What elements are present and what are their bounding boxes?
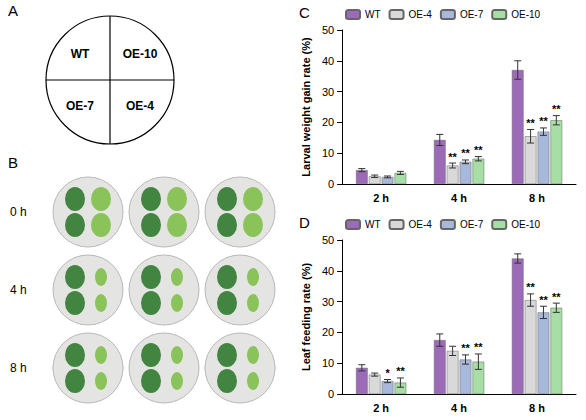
- svg-text:0: 0: [328, 388, 334, 400]
- svg-text:C: C: [299, 4, 310, 21]
- svg-text:8 h: 8 h: [529, 192, 545, 204]
- svg-text:OE-4: OE-4: [126, 99, 154, 113]
- svg-text:50: 50: [322, 24, 334, 36]
- svg-text:OE-7: OE-7: [460, 219, 484, 230]
- svg-text:A: A: [8, 2, 18, 19]
- svg-text:**: **: [526, 117, 535, 129]
- svg-text:**: **: [552, 103, 561, 115]
- svg-text:OE-7: OE-7: [460, 9, 484, 20]
- svg-text:40: 40: [322, 265, 334, 277]
- svg-text:8 h: 8 h: [529, 402, 545, 414]
- svg-text:Larval weight gain rate (%): Larval weight gain rate (%): [300, 37, 312, 177]
- svg-text:OE-10: OE-10: [511, 219, 540, 230]
- svg-text:*: *: [385, 367, 390, 379]
- svg-text:40: 40: [322, 55, 334, 67]
- svg-text:B: B: [8, 154, 18, 171]
- svg-text:30: 30: [322, 296, 334, 308]
- svg-text:10: 10: [322, 357, 334, 369]
- svg-text:**: **: [461, 147, 470, 159]
- svg-text:**: **: [526, 281, 535, 293]
- svg-text:**: **: [539, 294, 548, 306]
- svg-text:2 h: 2 h: [373, 402, 389, 414]
- svg-text:**: **: [539, 115, 548, 127]
- svg-text:**: **: [448, 151, 457, 163]
- svg-text:WT: WT: [365, 9, 381, 20]
- svg-text:OE-10: OE-10: [511, 9, 540, 20]
- svg-text:0: 0: [328, 178, 334, 190]
- svg-text:8 h: 8 h: [10, 361, 27, 375]
- svg-text:0 h: 0 h: [10, 205, 27, 219]
- svg-text:20: 20: [322, 116, 334, 128]
- svg-text:OE-10: OE-10: [123, 47, 158, 61]
- svg-text:OE-7: OE-7: [66, 99, 94, 113]
- svg-text:4 h: 4 h: [451, 402, 467, 414]
- svg-text:**: **: [396, 365, 405, 377]
- svg-text:50: 50: [322, 234, 334, 246]
- svg-text:**: **: [474, 144, 483, 156]
- svg-text:2 h: 2 h: [373, 192, 389, 204]
- svg-text:WT: WT: [71, 47, 90, 61]
- svg-text:20: 20: [322, 326, 334, 338]
- svg-text:4 h: 4 h: [451, 192, 467, 204]
- svg-text:**: **: [474, 341, 483, 353]
- svg-text:**: **: [552, 291, 561, 303]
- svg-text:10: 10: [322, 147, 334, 159]
- svg-text:OE-4: OE-4: [409, 9, 433, 20]
- svg-text:**: **: [461, 342, 470, 354]
- svg-text:4 h: 4 h: [10, 283, 27, 297]
- svg-text:D: D: [299, 214, 310, 231]
- svg-text:WT: WT: [365, 219, 381, 230]
- svg-text:Leaf feeding rate (%): Leaf feeding rate (%): [300, 263, 312, 372]
- svg-text:30: 30: [322, 86, 334, 98]
- svg-text:OE-4: OE-4: [409, 219, 433, 230]
